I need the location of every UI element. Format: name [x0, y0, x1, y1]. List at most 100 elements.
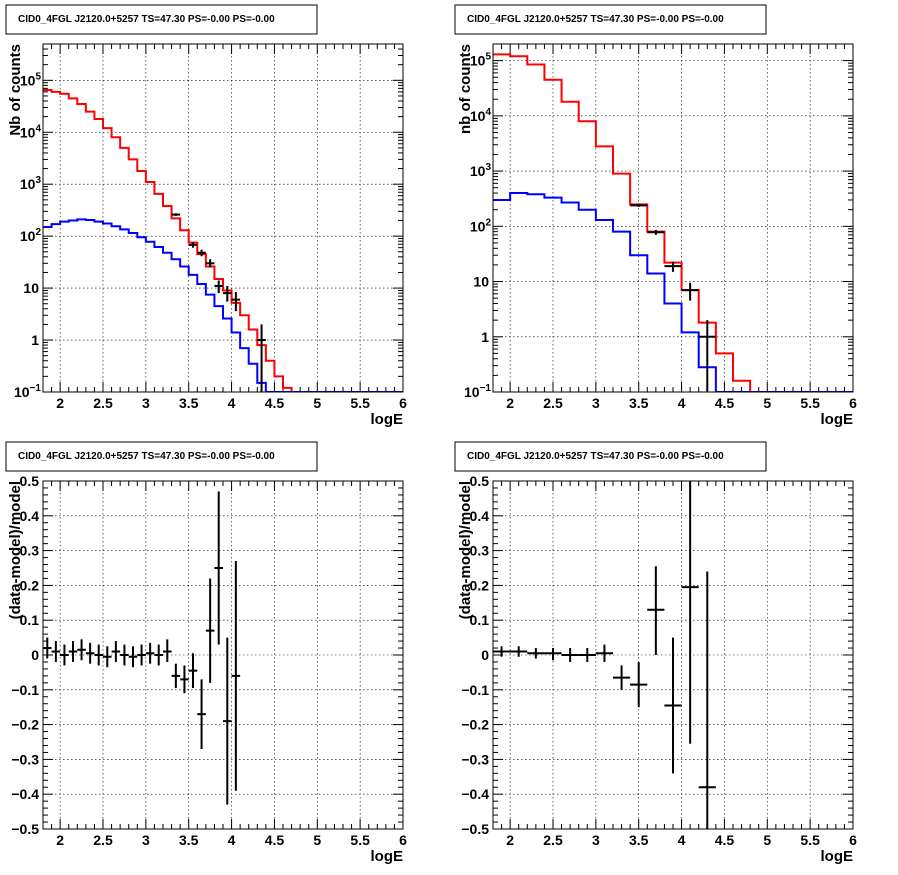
y-tick-label: −0.3 [11, 751, 39, 767]
data-point [145, 642, 155, 664]
chart-panel-residual-coarse: 2 2.5 3 3.5 4 4.5 5 5.5 6 −0.5 −0.4 −0.3 −0.2 −0.1 0 0.… [454, 441, 857, 865]
data-point [647, 229, 665, 235]
data-point [613, 665, 631, 690]
y-tick-label: 0.4 [470, 508, 490, 524]
x-tick-label: 3.5 [179, 395, 199, 411]
data-point [681, 481, 699, 744]
data-point [120, 644, 129, 666]
x-tick-label: 2 [56, 395, 64, 411]
plot-area [493, 53, 853, 392]
data-point [128, 646, 138, 668]
data-point [205, 259, 215, 268]
x-tick-label: 2.5 [543, 395, 563, 411]
plot-frame [42, 43, 404, 393]
y-tick-label: 10 [23, 280, 39, 296]
y-tick-label: 0.5 [470, 473, 490, 489]
x-tick-label: 3 [592, 395, 600, 411]
data-point [43, 637, 52, 659]
x-axis-label: logE [821, 411, 854, 428]
data-point [527, 648, 545, 659]
x-tick-label: 6 [399, 395, 407, 411]
y-tick-label: 10 [473, 274, 489, 290]
y-tick-label: 103 [470, 162, 492, 179]
x-tick-label: 6 [849, 395, 857, 411]
x-tick-label: 2 [506, 832, 514, 848]
chart-title-box [5, 4, 318, 35]
data-point [154, 644, 163, 666]
y-tick-label: −0.1 [461, 682, 489, 698]
data-point [197, 249, 206, 257]
data-point [51, 641, 61, 662]
y-axis-label: (data-model)/model [7, 481, 24, 619]
x-tick-label: 4.5 [265, 395, 285, 411]
y-tick-label: 0 [481, 647, 489, 663]
x-axis-label: logE [821, 848, 854, 865]
x-tick-label: 4.5 [715, 832, 735, 848]
chart-title: CID0_4FGL J2120.0+5257 TS=47.30 PS=-0.00… [467, 14, 724, 25]
x-tick-label: 5 [313, 832, 321, 848]
x-tick-label: 3 [142, 395, 150, 411]
model-histogram [43, 89, 403, 392]
data-point [544, 648, 562, 661]
y-axis-label: nb of counts [457, 44, 474, 134]
y-tick-label: 104 [20, 123, 42, 140]
y-tick-label: −0.4 [11, 786, 39, 802]
y-tick-label: 0.1 [20, 612, 40, 628]
data-point [197, 679, 206, 749]
data-point [664, 637, 682, 774]
x-tick-label: 2.5 [93, 832, 113, 848]
y-tick-label: 102 [470, 217, 492, 234]
x-tick-label: 5 [763, 395, 771, 411]
data-point [664, 261, 682, 272]
data-point [223, 285, 232, 302]
chart-title-box [454, 441, 767, 472]
plot-frame [492, 480, 854, 830]
chart-title: CID0_4FGL J2120.0+5257 TS=47.30 PS=-0.00… [18, 14, 275, 25]
data-point [578, 648, 596, 662]
chart-panel-counts-coarse: 2 2.5 3 3.5 4 4.5 5 5.5 6 10−1 1 10 102 103 104 105 logE… [454, 4, 857, 428]
y-tick-label: −0.2 [461, 717, 489, 733]
y-tick-label: 0.2 [20, 577, 40, 593]
y-axis-label: (data-model)/model [457, 481, 474, 619]
x-tick-label: 6 [399, 832, 407, 848]
data-point [510, 646, 528, 657]
y-tick-label: −0.3 [461, 751, 489, 767]
y-tick-label: −0.1 [11, 682, 39, 698]
data-point [171, 663, 181, 689]
x-tick-label: 6 [849, 832, 857, 848]
x-tick-label: 4 [228, 832, 236, 848]
data-point [77, 639, 86, 661]
plot-area [43, 89, 403, 392]
x-tick-label: 4 [228, 395, 236, 411]
y-tick-label: 10−1 [14, 383, 41, 400]
y-tick-label: 0.1 [470, 612, 490, 628]
chart-title: CID0_4FGL J2120.0+5257 TS=47.30 PS=-0.00… [18, 451, 275, 462]
y-tick-label: 102 [20, 227, 42, 244]
y-tick-label: 1 [31, 332, 39, 348]
y-tick-label: 105 [470, 52, 492, 69]
data-point [231, 292, 241, 312]
y-tick-label: 10−1 [464, 383, 491, 400]
y-tick-label: 103 [20, 175, 42, 192]
y-tick-label: 105 [20, 71, 42, 88]
data-point [94, 644, 103, 666]
x-tick-label: 5.5 [800, 395, 820, 411]
y-tick-label: 1 [481, 329, 489, 345]
data-point [171, 213, 181, 216]
y-tick-label: 104 [470, 107, 492, 124]
x-axis-label: logE [371, 411, 404, 428]
y-tick-label: 0.4 [20, 508, 40, 524]
data-point [85, 642, 95, 664]
y-axis-label: Nb of counts [7, 44, 24, 136]
y-tick-label: 0.3 [20, 543, 40, 559]
y-tick-label: −0.4 [461, 786, 489, 802]
chart-title: CID0_4FGL J2120.0+5257 TS=47.30 PS=-0.00… [467, 451, 724, 462]
data-point [698, 571, 716, 829]
x-tick-label: 5 [763, 832, 771, 848]
data-point [188, 242, 198, 248]
plot-frame [492, 43, 854, 393]
chart-panel-residual-fine: 2 2.5 3 3.5 4 4.5 5 5.5 6 −0.5 −0.4 −0.3 −0.2 −0.1 0 0.… [5, 441, 407, 865]
y-tick-label: 0.5 [20, 473, 40, 489]
data-point [180, 665, 189, 694]
data-point [630, 661, 648, 708]
